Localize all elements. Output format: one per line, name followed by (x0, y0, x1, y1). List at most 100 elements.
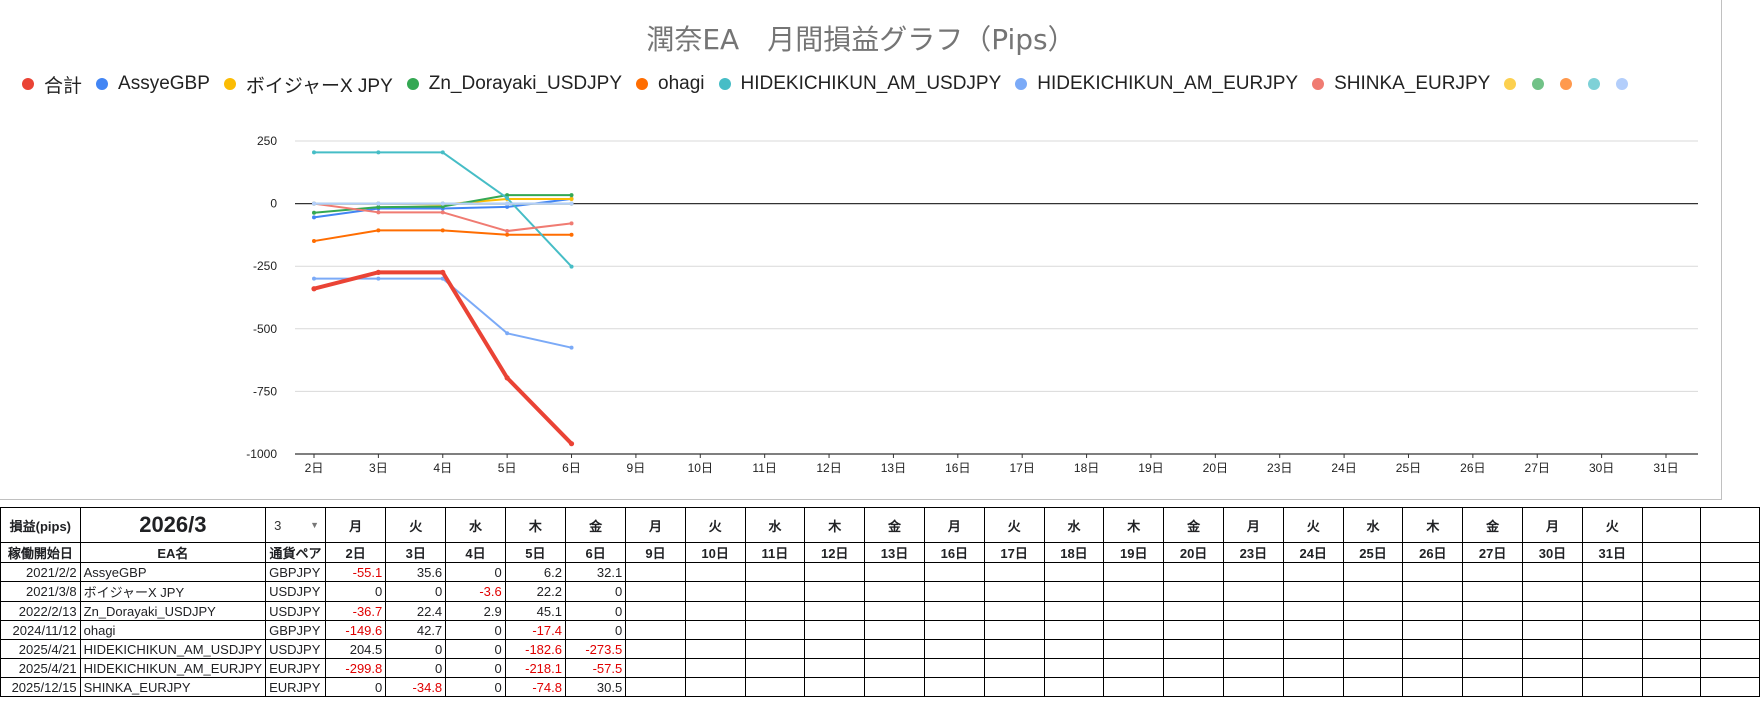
series-point (440, 150, 445, 155)
x-tick-label: 18日 (1074, 461, 1099, 475)
pips-cell: 0 (325, 677, 387, 697)
legend-color-dot (1532, 78, 1545, 90)
empty-cell (1163, 658, 1224, 678)
table-row: 2024/11/12 ohagi GBPJPY -149.6 42.7 0 -17.4 0 (0, 620, 1760, 640)
empty-cell (1043, 677, 1105, 697)
date-header: 4日 (445, 542, 506, 563)
month-cell: 2026/3 (79, 507, 267, 543)
legend-item: HIDEKICHIKUN_AM_EURJPY (1015, 73, 1298, 95)
ea-name-header: EA名 (79, 542, 267, 563)
pips-cell: 0 (325, 581, 387, 602)
series-point (312, 276, 316, 281)
series-point (440, 210, 445, 215)
empty-cell (1163, 620, 1224, 640)
empty-cell (1641, 677, 1702, 697)
empty-cell (923, 601, 985, 621)
empty-cell (1462, 677, 1524, 697)
date-header (1641, 542, 1702, 563)
pips-cell: -34.8 (385, 677, 447, 697)
month-dropdown[interactable]: 3 ▼ (265, 507, 327, 543)
series-line (313, 277, 573, 349)
empty-cell (864, 677, 925, 697)
empty-cell (1103, 562, 1165, 582)
empty-cell (864, 562, 925, 582)
pips-cell: 0 (385, 639, 447, 659)
empty-cell (1581, 601, 1643, 621)
empty-cell (1163, 562, 1224, 582)
series-point (505, 196, 510, 201)
series-point (375, 269, 381, 275)
empty-cell (1581, 677, 1643, 697)
weekday-header: 火 (385, 507, 447, 543)
pips-cell: -36.7 (325, 601, 387, 621)
x-tick-label: 20日 (1203, 461, 1228, 475)
legend-color-dot (96, 78, 109, 90)
series-point (312, 201, 316, 206)
empty-cell (1282, 601, 1344, 621)
series-point (440, 269, 446, 275)
empty-cell (1581, 562, 1643, 582)
empty-cell (625, 620, 686, 640)
empty-cell (1522, 562, 1583, 582)
series-point (376, 205, 381, 210)
empty-cell (923, 562, 985, 582)
empty-cell (1522, 658, 1583, 678)
empty-cell (1282, 620, 1344, 640)
date-header: 10日 (684, 542, 746, 563)
weekday-header: 火 (983, 507, 1045, 543)
pips-cell: -74.8 (504, 677, 566, 697)
pips-cell: 2.9 (445, 601, 506, 621)
pips-cell: 6.2 (504, 562, 566, 582)
date-header: 26日 (1402, 542, 1464, 563)
weekday-header: 月 (1222, 507, 1284, 543)
empty-cell (684, 620, 746, 640)
date-header: 20日 (1163, 542, 1224, 563)
pips-cell: 0 (445, 562, 506, 582)
pips-cell: 0 (445, 620, 506, 640)
empty-cell (1700, 677, 1760, 697)
date-header: 2日 (325, 542, 387, 563)
date-header: 16日 (923, 542, 985, 563)
date-header: 27日 (1462, 542, 1524, 563)
empty-cell (864, 581, 925, 602)
empty-cell (983, 620, 1045, 640)
series-point (505, 331, 510, 336)
pips-cell: 22.2 (504, 581, 566, 602)
empty-cell (983, 677, 1045, 697)
x-tick-label: 2日 (305, 461, 324, 475)
series-point (569, 345, 574, 350)
x-tick-label: 31日 (1653, 461, 1678, 475)
series-point (440, 204, 445, 209)
y-tick-label: -750 (253, 384, 277, 398)
weekday-header (1641, 507, 1702, 543)
empty-cell (1402, 620, 1464, 640)
ea-name-cell: AssyeGBP (79, 562, 267, 582)
empty-cell (1043, 639, 1105, 659)
series-point (505, 193, 510, 198)
empty-cell (1581, 581, 1643, 602)
empty-cell (1043, 658, 1105, 678)
series-point (568, 441, 575, 447)
pips-cell: -218.1 (504, 658, 566, 678)
table-row: 2021/3/8 ボイジャーX JPY USDJPY 0 0 -3.6 22.2 0 (0, 581, 1760, 602)
empty-cell (1402, 581, 1464, 602)
empty-cell (864, 620, 925, 640)
empty-cell (625, 639, 686, 659)
y-tick-label: 250 (257, 134, 277, 148)
chevron-down-icon[interactable]: ▼ (310, 520, 320, 530)
legend-label: HIDEKICHIKUN_AM_EURJPY (1037, 73, 1299, 94)
ea-name-cell: ボイジャーX JPY (79, 581, 267, 602)
ea-name-cell: HIDEKICHIKUN_AM_USDJPY (79, 639, 267, 659)
empty-cell (923, 658, 985, 678)
x-tick-label: 17日 (1010, 461, 1035, 475)
legend-item: ohagi (636, 73, 705, 95)
empty-cell (1700, 562, 1760, 582)
empty-cell (744, 601, 806, 621)
empty-cell (1462, 620, 1524, 640)
date-header: 3日 (385, 542, 447, 563)
empty-cell (1163, 581, 1224, 602)
empty-cell (1522, 639, 1583, 659)
pips-cell: 42.7 (385, 620, 447, 640)
series-point (312, 239, 316, 244)
legend-label: 合計 (44, 75, 83, 97)
